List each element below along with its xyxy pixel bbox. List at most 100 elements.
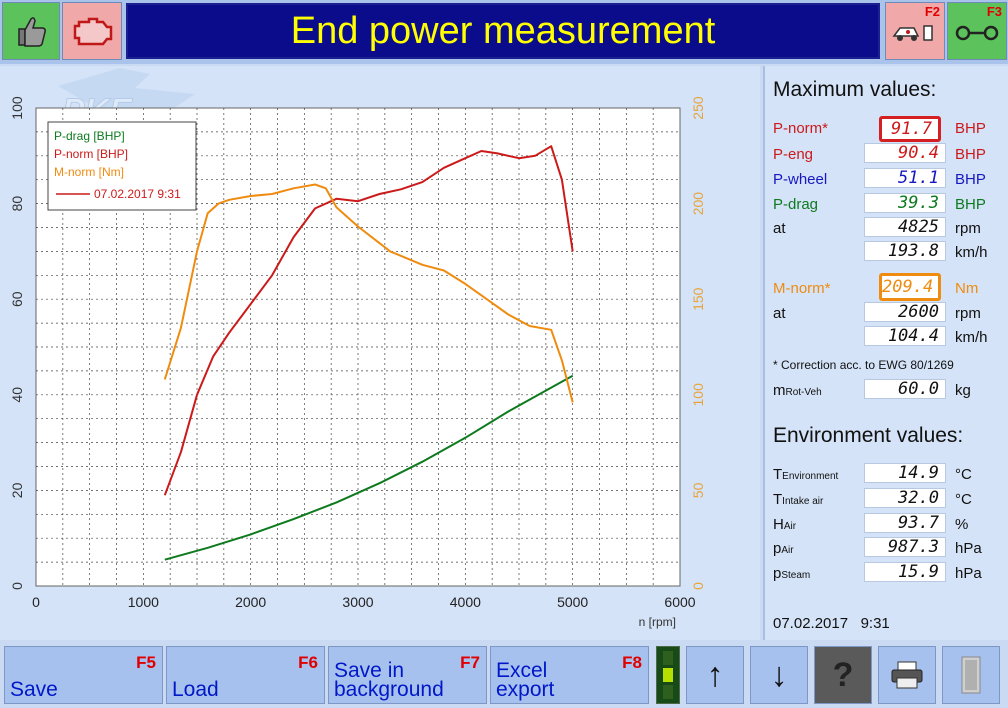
page-title: End power measurement (126, 3, 880, 59)
y-right-tick-label: 150 (690, 287, 706, 311)
x-tick-label: 2000 (235, 594, 266, 610)
y-left-tick-label: 40 (9, 387, 25, 403)
torque-speed-value: 104.4 (864, 326, 946, 346)
t-environment-unit: °C (955, 466, 972, 483)
f2-key-label: F2 (924, 4, 940, 19)
excel-export-button[interactable]: F8 Excel export (490, 646, 649, 704)
legend-p-norm: P-norm [BHP] (54, 147, 128, 161)
p-wheel-label: P-wheel (773, 171, 828, 188)
p-steam-letter: p (773, 565, 782, 582)
thumbs-up-icon (18, 17, 46, 47)
correction-note: * Correction acc. to EWG 80/1269 (773, 358, 954, 372)
p-steam-sub: Steam (781, 570, 811, 581)
x-tick-label: 4000 (450, 594, 481, 610)
h-air-unit: % (955, 516, 969, 533)
m-norm-value: 209.4 (879, 273, 941, 301)
m-norm-label: M-norm* (773, 280, 831, 297)
p-eng-unit: BHP (955, 146, 986, 163)
p-drag-unit: BHP (955, 196, 986, 213)
p-air-label: pAir (773, 540, 794, 557)
t-environment-label: TEnvironment (773, 466, 838, 483)
p-air-letter: p (773, 540, 782, 557)
y-right-tick-label: 250 (690, 96, 706, 120)
m-rot-unit: kg (955, 382, 971, 399)
p-wheel-value: 51.1 (864, 168, 946, 188)
t-env-sub: Environment (782, 471, 839, 482)
x-axis-label: n [rpm] (639, 615, 676, 629)
p-norm-line (163, 145, 574, 496)
timestamp: 07.02.2017 9:31 (773, 615, 890, 632)
p-air-value: 987.3 (864, 537, 946, 557)
load-button[interactable]: F6 Load (166, 646, 325, 704)
thumbs-up-button[interactable] (2, 2, 60, 60)
at-torque-rpm-label: at (773, 305, 786, 322)
excel-key: F8 (622, 653, 642, 672)
p-air-unit: hPa (955, 540, 982, 557)
y-left-tick-label: 0 (9, 582, 25, 590)
x-tick-label: 1000 (128, 594, 159, 610)
chart-series (163, 145, 574, 561)
load-key: F6 (298, 653, 318, 672)
excel-label: Excel export (496, 659, 555, 701)
m-norm-line (163, 183, 574, 403)
m-rot-label: mRot-Veh (773, 382, 822, 399)
save-key: F5 (136, 653, 156, 672)
arrow-up-icon: ↑ (706, 655, 724, 694)
save-button[interactable]: F5 Save (4, 646, 163, 704)
f2-button[interactable]: F2 (885, 2, 945, 60)
h-air-value: 93.7 (864, 513, 946, 533)
print-button[interactable] (878, 646, 936, 704)
save-in-background-button[interactable]: F7 Save in background (328, 646, 487, 704)
p-drag-line (164, 374, 574, 561)
load-label: Load (172, 678, 219, 701)
m-rot-value: 60.0 (864, 379, 946, 399)
y-right-tick-label: 200 (690, 192, 706, 216)
x-tick-label: 5000 (557, 594, 588, 610)
scroll-up-button[interactable]: ↑ (686, 646, 744, 704)
t-env-letter: T (773, 466, 783, 483)
torque-rpm-unit: rpm (955, 305, 981, 322)
max-rpm-unit: rpm (955, 220, 981, 237)
signal-lights-icon (656, 646, 680, 704)
t-intake-letter: T (773, 491, 783, 508)
h-air-sub: Air (783, 521, 797, 532)
door-icon (961, 656, 981, 694)
x-tick-label: 6000 (664, 594, 695, 610)
exit-button[interactable] (942, 646, 1000, 704)
y-right-tick-label: 50 (690, 482, 706, 498)
x-tick-label: 3000 (342, 594, 373, 610)
p-steam-label: pSteam (773, 565, 810, 582)
x-tick-label: 0 (32, 594, 40, 610)
t-intake-unit: °C (955, 491, 972, 508)
p-steam-value: 15.9 (864, 562, 946, 582)
y-right-tick-label: 100 (690, 383, 706, 407)
legend-date: 07.02.2017 9:31 (94, 187, 181, 201)
y-left-tick-label: 20 (9, 482, 25, 498)
f3-key-label: F3 (986, 4, 1002, 19)
p-eng-value: 90.4 (864, 143, 946, 163)
max-speed-value: 193.8 (864, 241, 946, 261)
m-rot-letter: m (773, 382, 786, 399)
engine-icon (73, 17, 113, 46)
chart-panel: PKE 010002000300040005000600002040608010… (0, 66, 760, 640)
t-intake-sub: Intake air (782, 496, 824, 507)
save-bg-label: Save in background (334, 659, 444, 701)
engine-button[interactable] (62, 2, 122, 60)
torque-speed-unit: km/h (955, 329, 988, 346)
f3-button[interactable]: F3 (947, 2, 1007, 60)
t-intake-label: TIntake air (773, 491, 823, 508)
t-environment-value: 14.9 (864, 463, 946, 483)
p-air-sub: Air (781, 545, 794, 556)
y-left-tick-label: 60 (9, 291, 25, 307)
p-drag-value: 39.3 (864, 193, 946, 213)
max-speed-unit: km/h (955, 244, 988, 261)
chart-ticks: 0 1000 2000 3000 4000 5000 6000020406080100050… (9, 96, 706, 610)
scroll-down-button[interactable]: ↓ (750, 646, 808, 704)
p-steam-unit: hPa (955, 565, 982, 582)
save-bg-key: F7 (460, 653, 480, 672)
help-button[interactable]: ? (814, 646, 872, 704)
p-eng-label: P-eng (773, 146, 814, 163)
values-panel: Maximum values: P-norm* 91.7 BHP P-eng 9… (763, 66, 1008, 640)
environment-heading: Environment values: (773, 424, 964, 447)
page-title-text: End power measurement (290, 9, 716, 52)
